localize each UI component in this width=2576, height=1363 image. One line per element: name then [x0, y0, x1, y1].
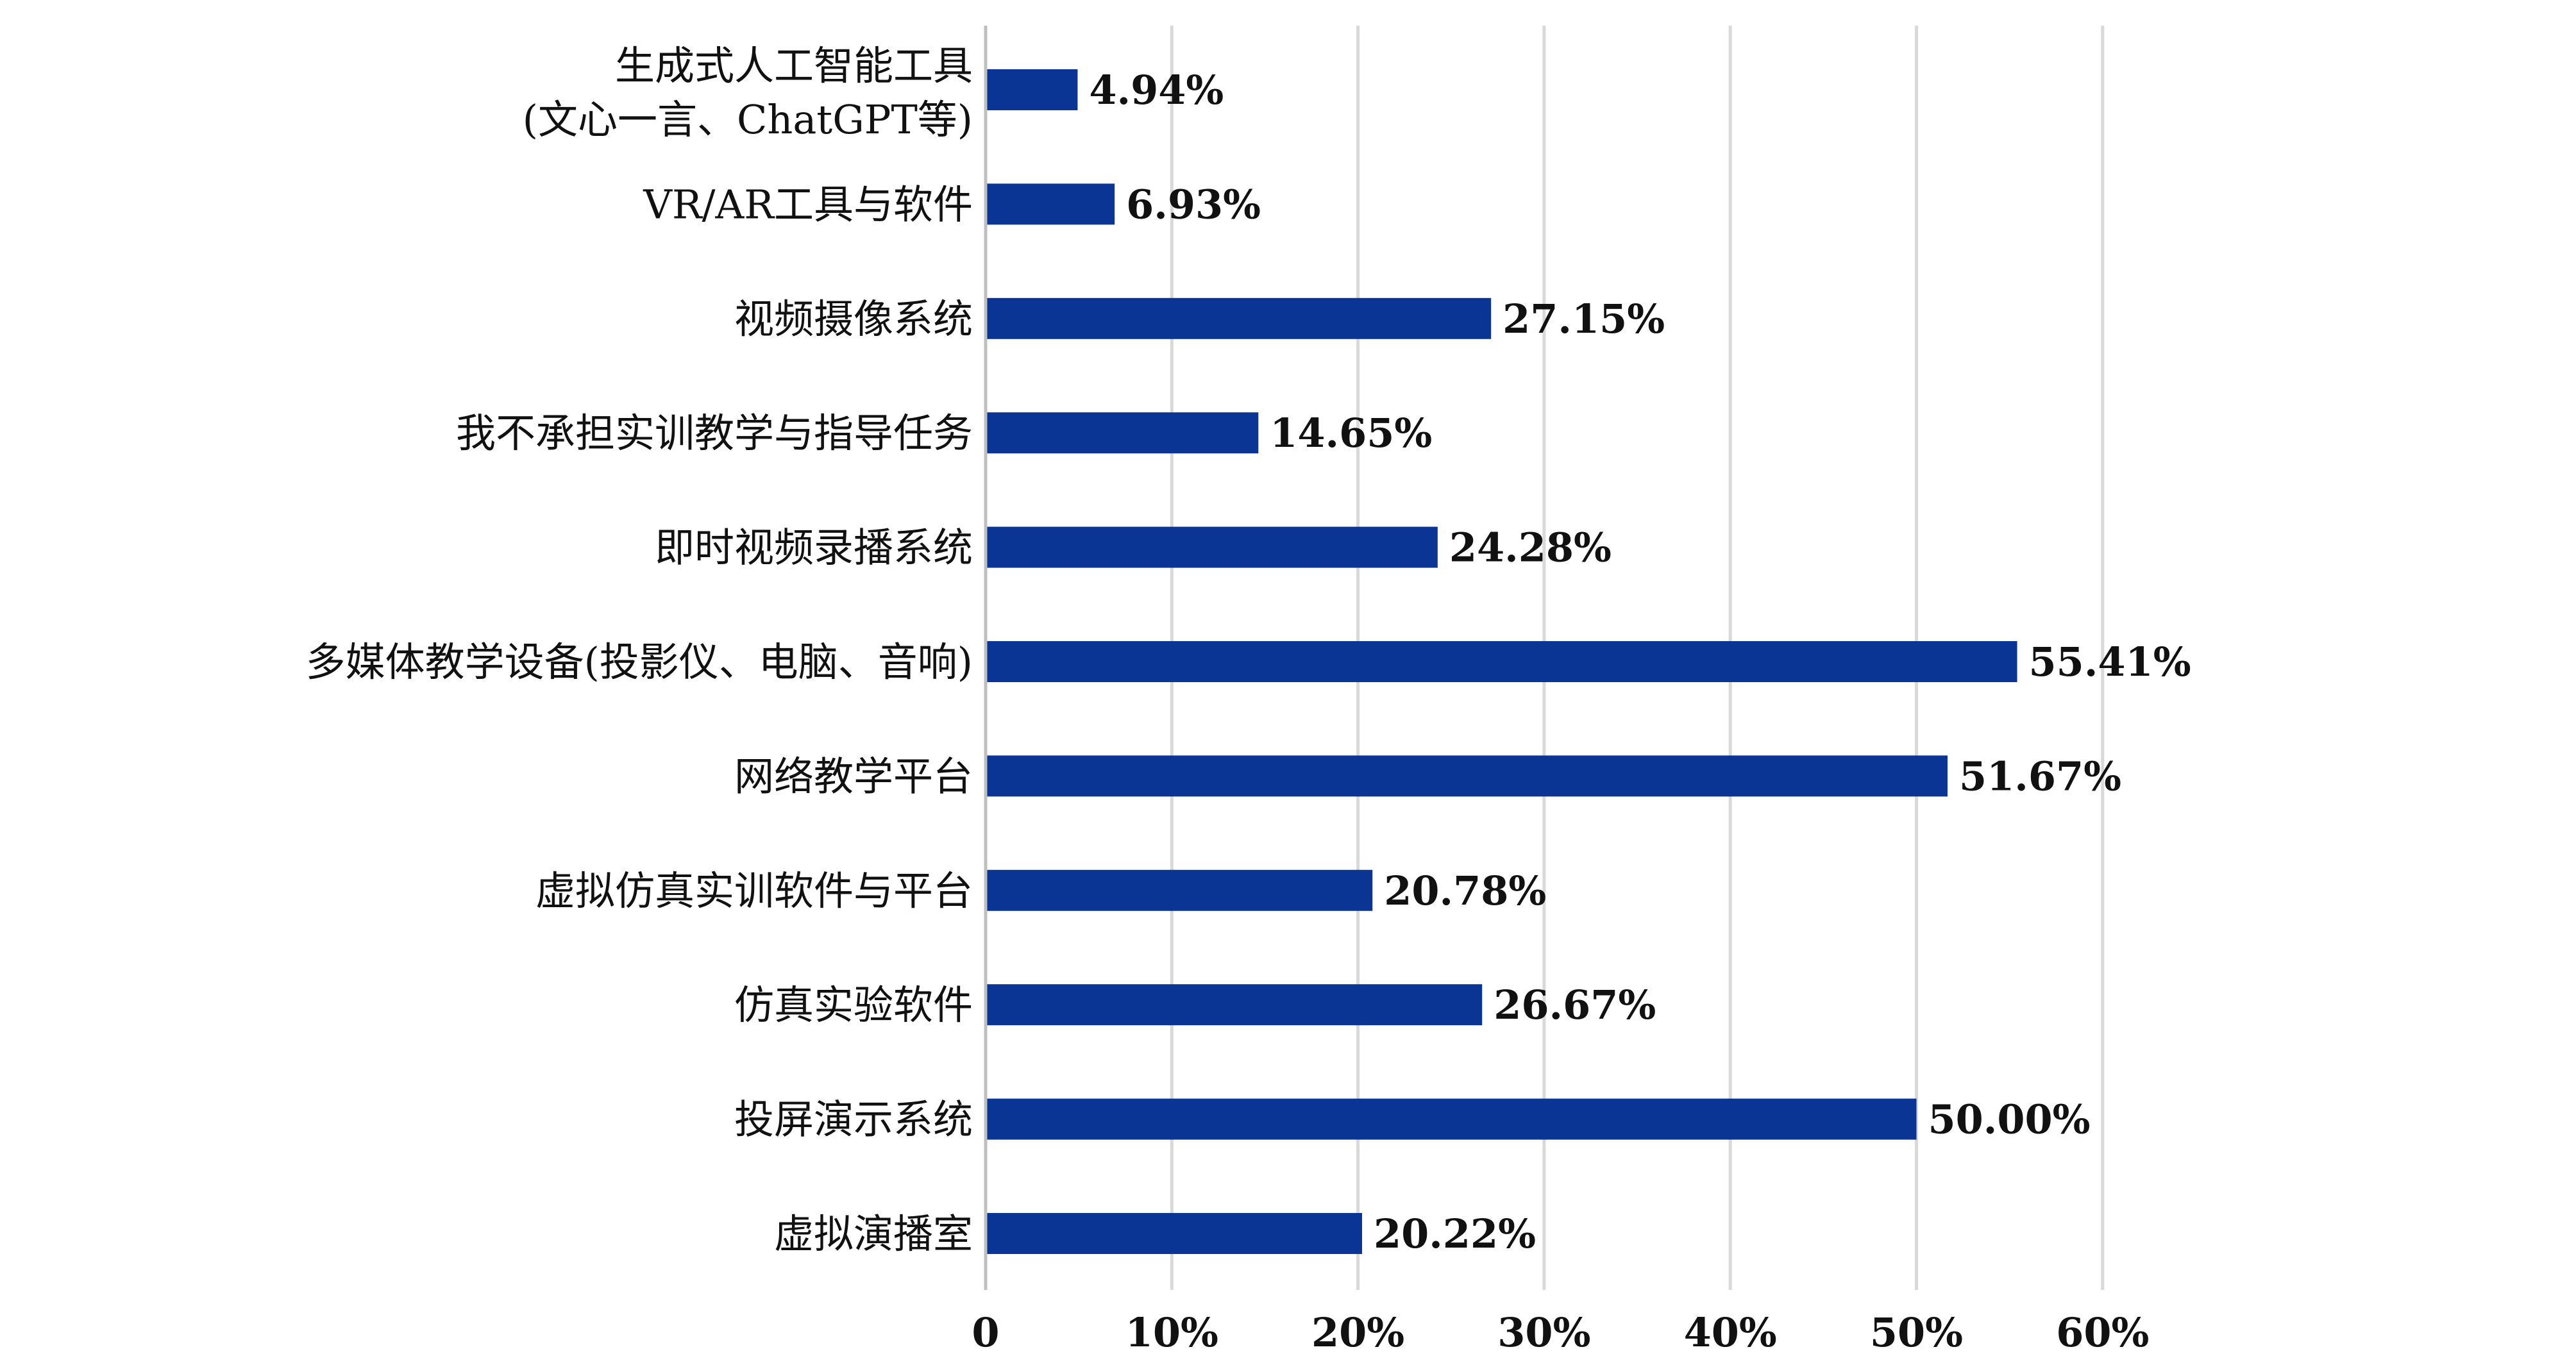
- category-label-6: 网络教学平台: [734, 753, 973, 799]
- value-label-8: 26.67%: [1494, 982, 1656, 1028]
- category-label-5: 多媒体教学设备(投影仪、电脑、音响): [306, 639, 973, 685]
- bar-8: [986, 984, 1483, 1026]
- bar-3: [986, 412, 1259, 454]
- category-label-2: 视频摄像系统: [734, 296, 973, 342]
- value-labels: 4.94% 6.93% 27.15% 14.65% 24.28% 55.41% 51.67%…: [1089, 67, 2191, 1257]
- value-label-7: 20.78%: [1384, 867, 1546, 914]
- value-label-3: 14.65%: [1270, 410, 1432, 456]
- category-label-0-line-0: 生成式人工智能工具: [615, 42, 973, 89]
- x-tick-labels: 0 10% 20% 30% 40% 50% 60%: [972, 1309, 2149, 1356]
- bar-7: [986, 869, 1373, 911]
- category-label-1: VR/AR工具与软件: [643, 181, 973, 228]
- value-label-10: 20.22%: [1374, 1210, 1536, 1257]
- x-tick-label-40: 40%: [1684, 1309, 1777, 1356]
- bar-4: [986, 526, 1438, 568]
- category-label-4: 即时视频录播系统: [655, 524, 973, 571]
- value-label-9: 50.00%: [1928, 1096, 2091, 1143]
- bar-6: [986, 755, 1948, 797]
- bars: [986, 69, 2017, 1254]
- x-tick-label-30: 30%: [1497, 1309, 1590, 1356]
- x-tick-label-20: 20%: [1311, 1309, 1404, 1356]
- value-label-5: 55.41%: [2029, 639, 2191, 685]
- value-label-6: 51.67%: [1959, 753, 2121, 799]
- bar-0: [986, 69, 1078, 110]
- category-label-3: 我不承担实训教学与指导任务: [456, 410, 973, 456]
- category-label-8: 仿真实验软件: [734, 982, 973, 1028]
- value-label-2: 27.15%: [1503, 296, 1665, 342]
- bar-2: [986, 297, 1492, 339]
- x-tick-label-0: 0: [972, 1309, 999, 1356]
- bar-10: [986, 1213, 1362, 1254]
- bar-1: [986, 183, 1115, 225]
- bar-5: [986, 641, 2017, 682]
- category-labels: 生成式人工智能工具 (文心一言、ChatGPT等) VR/AR工具与软件视频摄像系统…: [306, 42, 973, 1257]
- x-tick-label-60: 60%: [2056, 1309, 2149, 1356]
- value-label-1: 6.93%: [1126, 181, 1261, 228]
- category-label-0-line-1: (文心一言、ChatGPT等): [523, 96, 973, 143]
- category-label-7: 虚拟仿真实训软件与平台: [535, 867, 973, 914]
- category-label-10: 虚拟演播室: [774, 1210, 973, 1257]
- value-label-4: 24.28%: [1449, 524, 1612, 571]
- category-label-9: 投屏演示系统: [734, 1096, 973, 1143]
- value-label-0: 4.94%: [1089, 67, 1224, 113]
- x-tick-label-50: 50%: [1870, 1309, 1963, 1356]
- bar-9: [986, 1098, 1917, 1140]
- x-tick-label-10: 10%: [1125, 1309, 1218, 1356]
